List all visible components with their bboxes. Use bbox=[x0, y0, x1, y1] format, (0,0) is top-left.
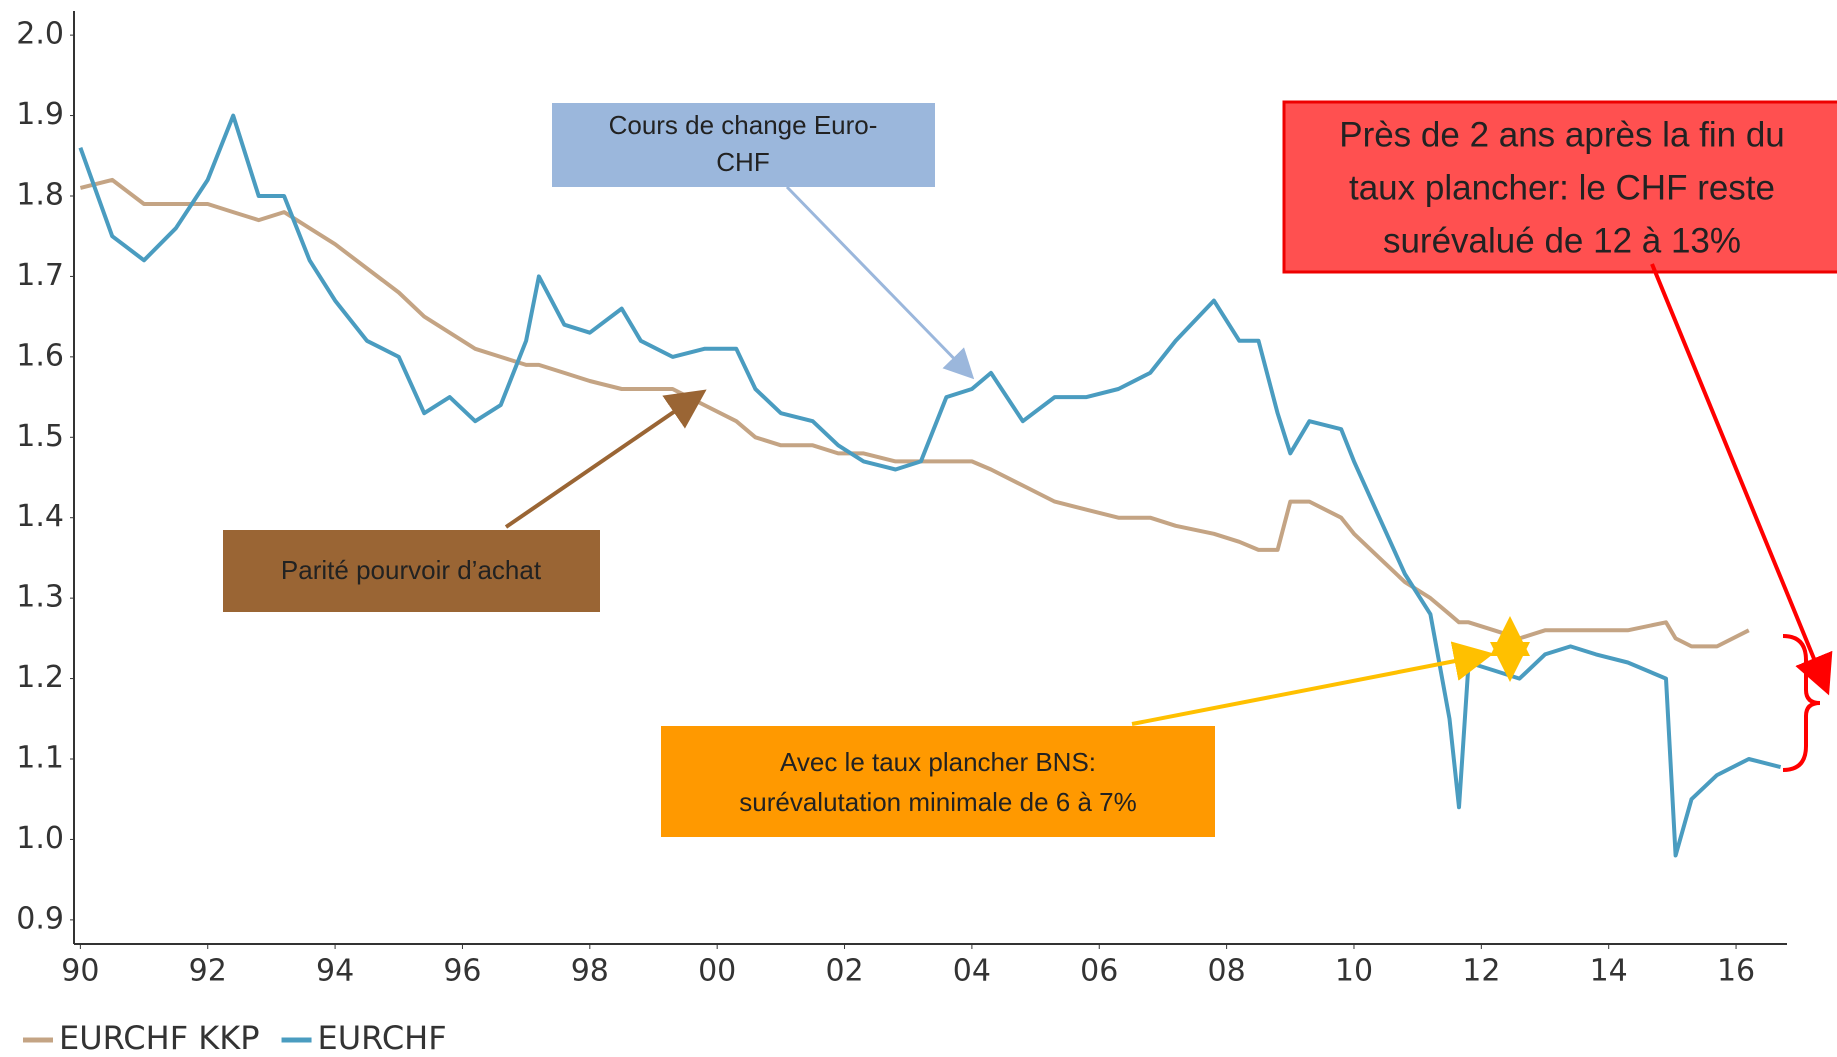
annotation-text: surévalutation minimale de 6 à 7% bbox=[739, 787, 1136, 817]
y-tick-label: 1.7 bbox=[16, 258, 64, 293]
annotation-arrow bbox=[504, 389, 707, 529]
y-tick-label: 1.5 bbox=[16, 419, 64, 454]
x-tick-label: 04 bbox=[953, 954, 991, 989]
x-tick-label: 12 bbox=[1462, 954, 1500, 989]
y-tick-label: 1.1 bbox=[16, 741, 64, 776]
annotation: Avec le taux plancher BNS: surévalutatio… bbox=[661, 616, 1530, 837]
annotation-text: Cours de change Euro- bbox=[609, 110, 878, 140]
annotation-box bbox=[1282, 100, 1837, 274]
annotation-box bbox=[661, 726, 1215, 837]
annotation: Parité pourvoir d’achat bbox=[223, 389, 707, 612]
annotation-text: Parité pourvoir d’achat bbox=[281, 555, 542, 585]
x-tick-label: 00 bbox=[698, 954, 736, 989]
x-tick-label: 08 bbox=[1208, 954, 1246, 989]
annotation-brace bbox=[1782, 634, 1821, 772]
x-tick-label: 02 bbox=[825, 954, 863, 989]
y-tick-label: 1.0 bbox=[16, 821, 64, 856]
annotation-arrow bbox=[1650, 263, 1833, 696]
series-line bbox=[79, 177, 1750, 649]
y-tick-label: 2.0 bbox=[16, 17, 64, 52]
annotation-box bbox=[223, 530, 600, 612]
annotation-text: Près de 2 ans après la fin du bbox=[1339, 115, 1785, 154]
legend-label: EURCHF KKP bbox=[59, 1019, 260, 1057]
x-tick-label: 10 bbox=[1335, 954, 1373, 989]
x-tick-label: 94 bbox=[316, 954, 354, 989]
legend-label: EURCHF bbox=[318, 1019, 447, 1057]
annotation-box bbox=[552, 103, 935, 187]
annotation: Cours de change Euro- CHF bbox=[552, 103, 975, 380]
y-tick-label: 0.9 bbox=[16, 901, 64, 936]
annotation: Près de 2 ans après la fin du taux planc… bbox=[1282, 100, 1837, 772]
annotation-arrow bbox=[785, 185, 975, 380]
annotation-text: taux plancher: le CHF reste bbox=[1349, 168, 1775, 207]
x-tick-label: 14 bbox=[1590, 954, 1628, 989]
annotation-text: Avec le taux plancher BNS: bbox=[780, 747, 1096, 777]
y-tick-label: 1.6 bbox=[16, 338, 64, 373]
x-tick-label: 16 bbox=[1717, 954, 1755, 989]
y-tick-label: 1.8 bbox=[16, 177, 64, 212]
x-tick-label: 98 bbox=[571, 954, 609, 989]
y-tick-label: 1.2 bbox=[16, 660, 64, 695]
x-tick-label: 90 bbox=[61, 954, 99, 989]
x-tick-label: 96 bbox=[443, 954, 481, 989]
annotation-arrow bbox=[1131, 641, 1494, 726]
y-tick-label: 1.9 bbox=[16, 97, 64, 132]
annotation-text: CHF bbox=[716, 147, 769, 177]
y-tick-label: 1.3 bbox=[16, 580, 64, 615]
x-tick-label: 06 bbox=[1080, 954, 1118, 989]
x-tick-label: 92 bbox=[189, 954, 227, 989]
y-tick-label: 1.4 bbox=[16, 499, 64, 534]
annotation-text: surévalué de 12 à 13% bbox=[1383, 221, 1741, 260]
